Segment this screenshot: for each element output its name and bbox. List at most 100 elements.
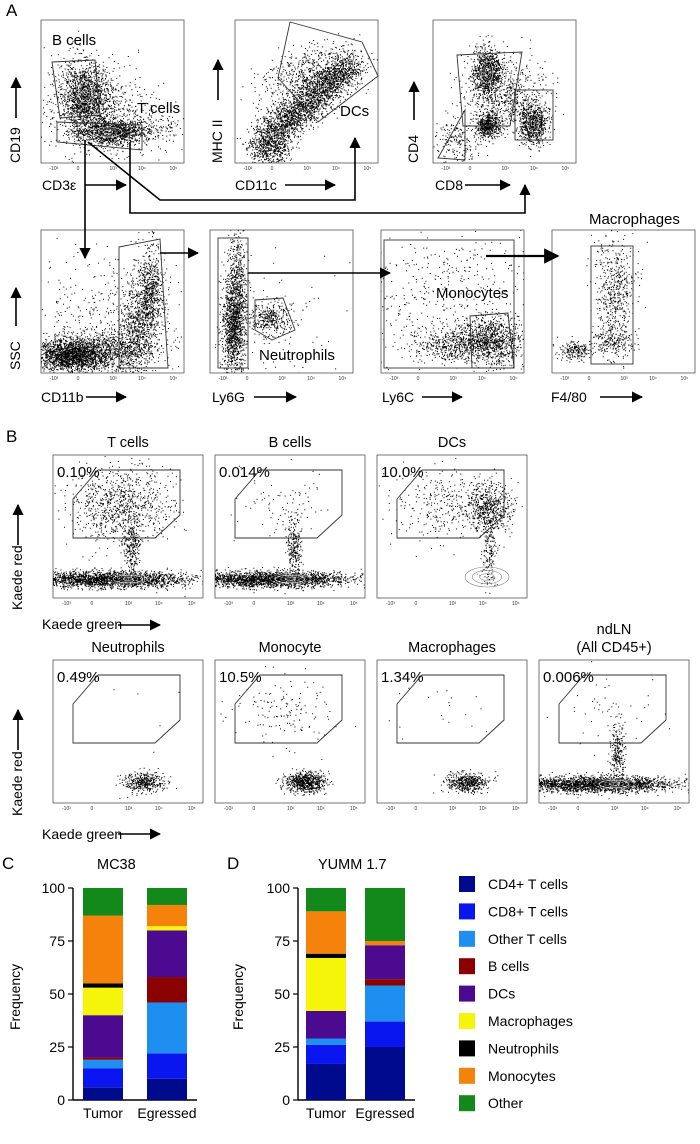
x-tick-label: 10⁵ bbox=[681, 376, 689, 382]
x-tick-label: -10³ bbox=[548, 806, 557, 812]
plot-title: ndLN bbox=[597, 622, 632, 638]
percent-label: 10.5% bbox=[219, 669, 262, 686]
legend-label: DCs bbox=[488, 986, 515, 1002]
panel-c-title: MC38 bbox=[97, 857, 136, 873]
bar-segment-b-cells bbox=[83, 1057, 123, 1060]
xlabel-b-row1: Kaede green bbox=[42, 616, 122, 632]
x-tick-label: 10⁴ bbox=[307, 376, 315, 382]
ylabel-b-row2: Kaede red bbox=[9, 751, 25, 816]
event-cluster bbox=[284, 508, 304, 589]
x-tick-label: 0 bbox=[91, 601, 94, 607]
ylabel-a3: CD4 bbox=[405, 135, 421, 163]
panel-c-letter: C bbox=[2, 854, 14, 873]
gate-dn bbox=[437, 108, 466, 161]
bar-segment-macrophages bbox=[83, 987, 123, 1016]
event-cluster bbox=[107, 243, 179, 373]
x-tick-label: 10⁵ bbox=[170, 166, 178, 172]
plot-a3 bbox=[432, 19, 577, 164]
x-tick-label: -10³ bbox=[389, 376, 398, 382]
event-cluster bbox=[476, 491, 500, 594]
x-tick-label: -10³ bbox=[386, 601, 395, 607]
gate-kaede-red bbox=[72, 469, 181, 539]
plot-events bbox=[378, 457, 523, 594]
event-cluster bbox=[282, 71, 343, 126]
ylabel-b-row1: Kaede red bbox=[9, 545, 25, 610]
gate-kaede-red bbox=[72, 674, 181, 744]
bar-segment-other bbox=[147, 888, 187, 905]
label-t-cells: T cells bbox=[137, 100, 180, 117]
plot-events bbox=[220, 666, 356, 796]
event-cluster bbox=[472, 108, 505, 143]
density-contour bbox=[484, 68, 490, 76]
plot-title: Monocyte bbox=[259, 640, 322, 656]
gate-dcs bbox=[277, 21, 379, 123]
x-tick-label: -10³ bbox=[62, 601, 71, 607]
x-tick-label: 10⁴ bbox=[649, 376, 657, 382]
plot-events bbox=[41, 230, 182, 373]
event-cluster bbox=[49, 113, 171, 155]
bar-segment-cd4-t-cells bbox=[83, 1087, 123, 1100]
x-tick-label: 10³ bbox=[125, 806, 133, 812]
xlabel-a2: CD11c bbox=[235, 177, 277, 193]
x-tick-label: 10³ bbox=[502, 166, 510, 172]
density-contour bbox=[482, 64, 492, 80]
label-b-cells: B cells bbox=[52, 32, 96, 49]
density-contour bbox=[598, 779, 630, 789]
event-cluster bbox=[586, 230, 648, 369]
percent-label: 0.49% bbox=[57, 669, 100, 686]
gate-kaede-red bbox=[234, 674, 343, 744]
event-cluster bbox=[41, 319, 182, 373]
xlabel-b-row2: Kaede green bbox=[42, 826, 122, 842]
legend-label: Monocytes bbox=[488, 1068, 556, 1084]
density-contour bbox=[279, 576, 301, 582]
legend-label: CD8+ T cells bbox=[488, 903, 568, 919]
x-tick-label: 10³ bbox=[287, 601, 295, 607]
legend-swatch bbox=[459, 1095, 475, 1112]
x-tick-label: 10⁴ bbox=[138, 376, 146, 382]
bar-segment-macrophages bbox=[306, 957, 346, 1011]
event-cluster bbox=[552, 334, 611, 363]
event-cluster bbox=[117, 511, 144, 580]
xlabel-a1: CD3ε bbox=[42, 177, 76, 193]
percent-label: 0.006% bbox=[543, 669, 594, 686]
event-cluster bbox=[214, 240, 256, 373]
x-tick-label: -10³ bbox=[243, 166, 252, 172]
density-contour bbox=[122, 577, 134, 581]
bar-segment-monocytes bbox=[83, 915, 123, 984]
density-contour bbox=[468, 568, 506, 586]
gate-kaede-red bbox=[558, 674, 667, 744]
bar-segment-other-t-cells bbox=[365, 985, 405, 1022]
density-contour bbox=[284, 577, 296, 581]
plot-events bbox=[53, 456, 203, 598]
x-tick-label: 0 bbox=[246, 376, 249, 382]
percent-label: 1.34% bbox=[381, 669, 424, 686]
x-tick-label: 10³ bbox=[287, 806, 295, 812]
bar-segment-cd4-t-cells bbox=[306, 1063, 346, 1100]
legend-label: Neutrophils bbox=[488, 1040, 559, 1056]
legend-label: Macrophages bbox=[488, 1013, 573, 1029]
y-tick-label: 25 bbox=[274, 1039, 290, 1055]
gate-ly6g-neg bbox=[217, 237, 249, 369]
xlabel-a4: CD11b bbox=[41, 389, 84, 405]
density-contour bbox=[530, 119, 536, 127]
x-tick-label: 10⁵ bbox=[512, 806, 520, 812]
x-tick-label: 0 bbox=[415, 601, 418, 607]
y-tick-label: 0 bbox=[282, 1092, 290, 1108]
density-contour bbox=[103, 130, 113, 134]
plot-subtitle: (All CD45+) bbox=[576, 640, 651, 656]
x-tick-label: 10³ bbox=[450, 376, 458, 382]
x-tick-label: 10³ bbox=[279, 376, 287, 382]
plot-events bbox=[214, 230, 351, 373]
legend-swatch bbox=[459, 1067, 475, 1084]
density-contour bbox=[80, 84, 90, 100]
x-tick-label: 10⁴ bbox=[155, 601, 163, 607]
plot-events bbox=[539, 661, 689, 800]
density-contour bbox=[475, 571, 499, 583]
x-tick-label: 0 bbox=[271, 166, 274, 172]
bar-segment-cd8-t-cells bbox=[147, 1053, 187, 1079]
density-contour bbox=[593, 778, 635, 790]
legend-swatch bbox=[459, 903, 475, 920]
ylabel-a4: SSC bbox=[7, 341, 23, 370]
x-tick-label: 0 bbox=[417, 376, 420, 382]
